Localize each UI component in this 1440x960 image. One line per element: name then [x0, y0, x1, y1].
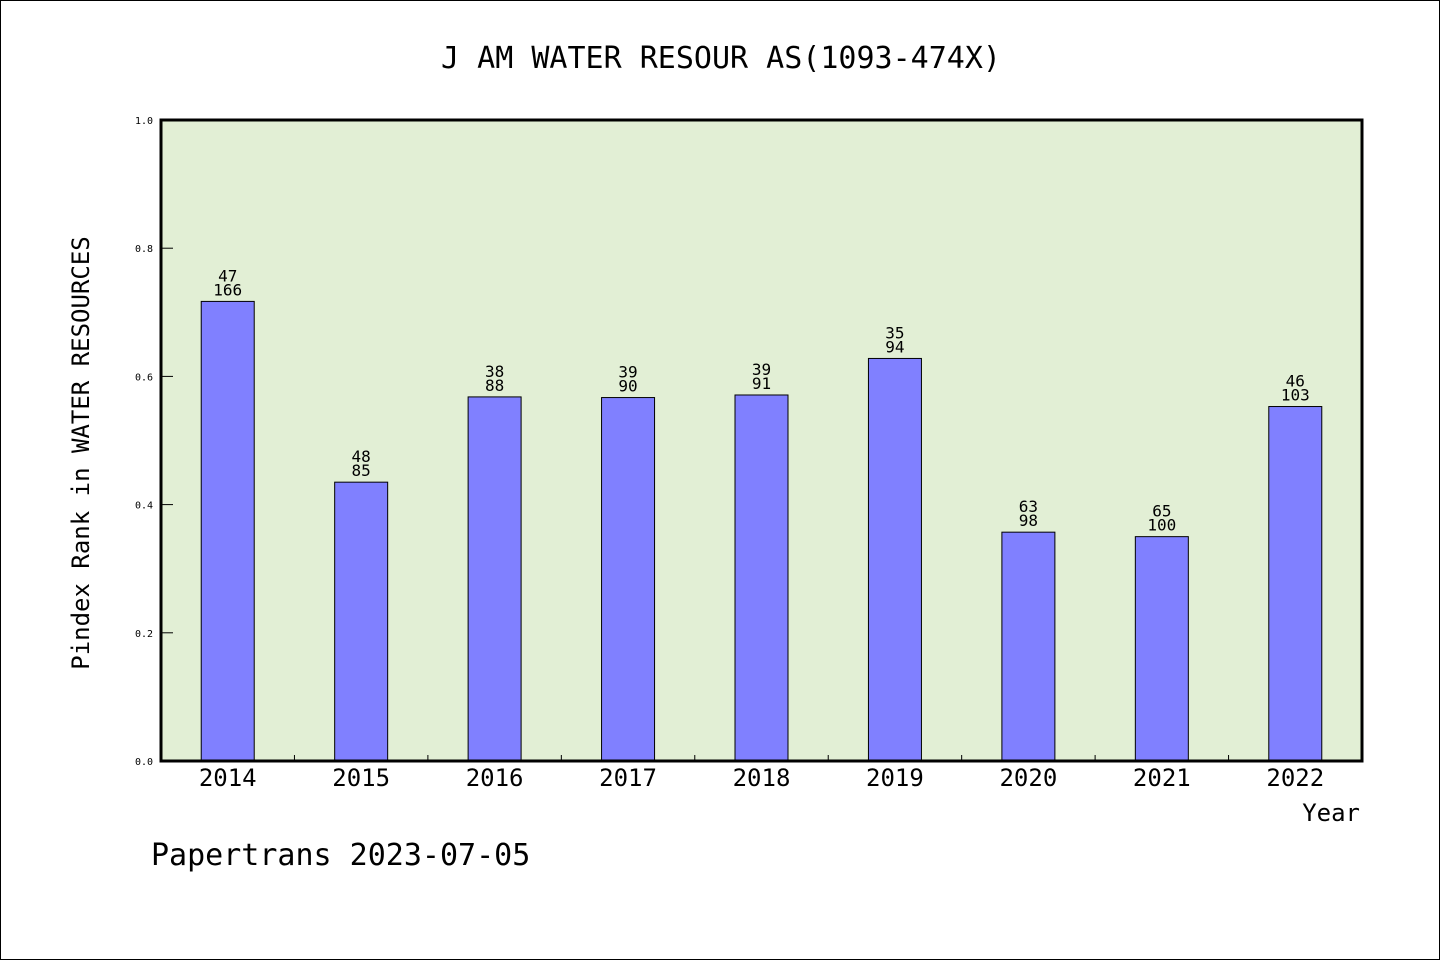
rank-label-2018: 39 [752, 360, 771, 379]
total-label-2015: 85 [352, 461, 371, 480]
total-label-2016: 88 [485, 376, 504, 395]
x-tick-label-2015: 2015 [332, 764, 390, 792]
rank-label-2017: 39 [618, 363, 637, 382]
bar-2019 [867, 357, 922, 762]
total-label-2022: 103 [1281, 386, 1310, 405]
rank-label-2016: 38 [485, 362, 504, 381]
rank-label-2014: 47 [218, 266, 237, 285]
rank-label-2019: 35 [885, 323, 904, 342]
total-label-2019: 94 [885, 337, 904, 356]
bar-2016 [467, 396, 522, 762]
total-label-2014: 166 [213, 280, 242, 299]
chart-title: J AM WATER RESOUR AS(1093-474X) [441, 41, 1001, 76]
total-label-2020: 98 [1019, 511, 1038, 530]
y-tick-label: 0.8 [135, 244, 153, 255]
rank-label-2021: 65 [1152, 502, 1171, 521]
y-tick-label: 0.4 [135, 501, 153, 512]
bar-2017 [601, 397, 656, 762]
x-tick-label-2014: 2014 [199, 764, 257, 792]
x-tick-label-2017: 2017 [599, 764, 657, 792]
y-tick-label: 0.6 [135, 372, 153, 383]
bar-2014 [200, 300, 255, 762]
x-tick-label-2022: 2022 [1266, 764, 1324, 792]
bar-2020 [1001, 531, 1056, 762]
plot-border [159, 118, 1364, 763]
total-label-2017: 90 [618, 377, 637, 396]
y-tick-label: 0.2 [135, 629, 153, 640]
rank-label-2015: 48 [352, 447, 371, 466]
bar-2021 [1134, 536, 1189, 762]
x-axis-label: Year [1302, 799, 1360, 827]
bar-2018 [734, 394, 789, 762]
footer-text: Papertrans 2023-07-05 [151, 838, 530, 873]
rank-label-2022: 46 [1286, 372, 1305, 391]
x-tick-label-2020: 2020 [999, 764, 1057, 792]
y-axis-label: Pindex Rank in WATER RESOURCES [67, 236, 95, 669]
bar-2022 [1268, 406, 1323, 762]
total-label-2021: 100 [1147, 516, 1176, 535]
x-tick-label-2016: 2016 [466, 764, 524, 792]
y-tick-label: 1.0 [135, 116, 153, 127]
rank-label-2020: 63 [1019, 497, 1038, 516]
x-tick-label-2021: 2021 [1133, 764, 1191, 792]
x-tick-label-2018: 2018 [733, 764, 791, 792]
bar-2015 [334, 481, 389, 762]
y-tick-label: 0.0 [135, 757, 153, 768]
x-tick-label-2019: 2019 [866, 764, 924, 792]
total-label-2018: 91 [752, 374, 771, 393]
